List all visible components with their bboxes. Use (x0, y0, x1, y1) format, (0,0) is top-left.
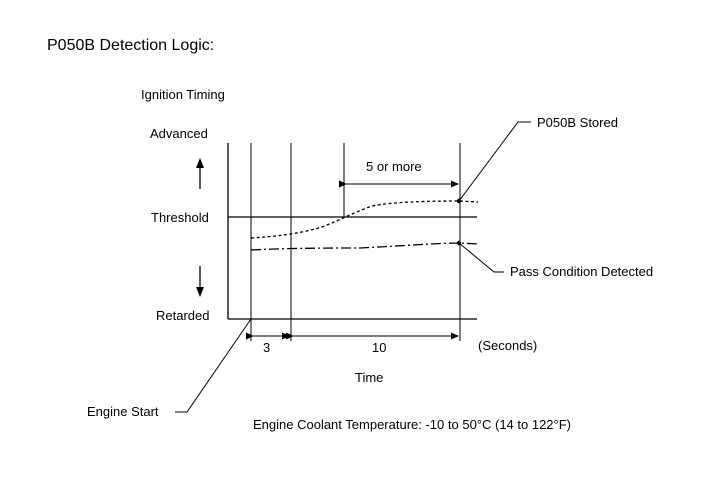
stored-label: P050B Stored (537, 115, 618, 130)
diagram-title: P050B Detection Logic: (47, 37, 214, 54)
seconds-unit-label: (Seconds) (478, 338, 537, 353)
threshold-label: Threshold (151, 210, 209, 225)
engine-start-label: Engine Start (87, 404, 159, 419)
pass-condition-label: Pass Condition Detected (510, 264, 653, 279)
interval-10-label: 10 (372, 340, 386, 355)
failing-timing-curve (250, 200, 479, 239)
duration-label: 5 or more (366, 159, 422, 174)
engine-start-leader-line (175, 318, 252, 413)
advance-direction-arrow (196, 158, 204, 189)
stored-leader-line (458, 121, 531, 202)
advanced-label: Advanced (150, 126, 208, 141)
pass-leader-line (458, 242, 504, 273)
y-axis-title: Ignition Timing (141, 87, 225, 102)
retard-direction-arrow (196, 266, 204, 297)
coolant-temperature-condition: Engine Coolant Temperature: -10 to 50°C … (253, 417, 571, 432)
retarded-label: Retarded (156, 308, 209, 323)
interval-3-label: 3 (263, 340, 270, 355)
passing-timing-curve (250, 242, 480, 251)
x-axis-title: Time (355, 370, 383, 385)
